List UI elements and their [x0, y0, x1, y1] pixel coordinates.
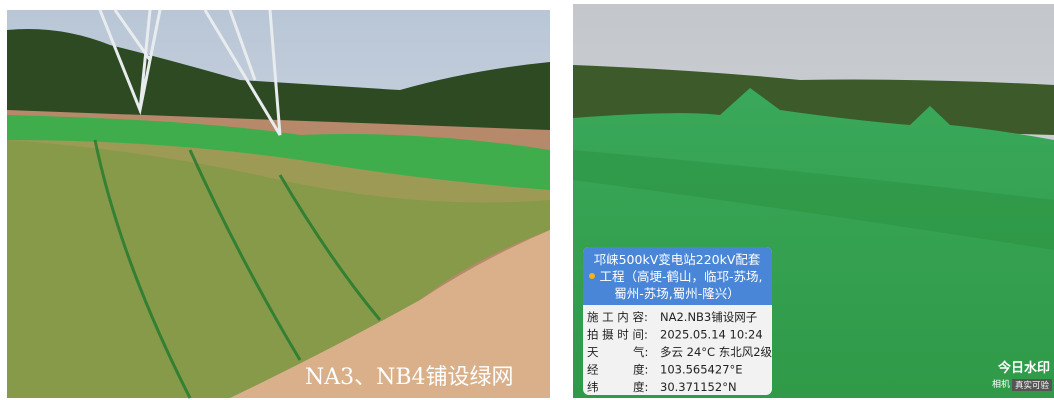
row-value: 多云 24°C 东北风2级: [660, 345, 773, 359]
row-label: 经 度:: [587, 363, 648, 377]
row-label: 纬 度:: [587, 380, 648, 394]
logo-sub: 相机: [992, 378, 1010, 390]
watermark-title: 蜀州-苏场,蜀州-隆兴）: [614, 286, 740, 301]
watermark: 邛崃500kV变电站220kV配套 工程（高埂-鹤山，临邛-苏场, 蜀州-苏场,…: [583, 247, 773, 395]
watermark-title: 邛崃500kV变电站220kV配套: [594, 252, 761, 267]
row-label: 天 气:: [587, 345, 648, 359]
row-value: 30.371152°N: [660, 380, 737, 394]
row-label: 拍 摄 时 间:: [587, 328, 648, 342]
row-value: NA2.NB3铺设网子: [660, 310, 757, 324]
row-label: 施 工 内 容:: [587, 310, 648, 324]
left-photo: NA3、NB4铺设绿网: [7, 9, 550, 399]
row-value: 2025.05.14 10:24: [660, 328, 763, 342]
logo-name: 今日水印: [997, 360, 1050, 376]
logo-badge: 真实可验: [1015, 380, 1050, 391]
row-value: 103.565427°E: [660, 363, 743, 377]
pylon: [98, 9, 282, 136]
right-photo: 邛崃500kV变电站220kV配套 工程（高埂-鹤山，临邛-苏场, 蜀州-苏场,…: [573, 4, 1054, 398]
caption: NA3、NB4铺设绿网: [305, 365, 514, 390]
watermark-title: 工程（高埂-鹤山，临邛-苏场,: [600, 269, 763, 284]
